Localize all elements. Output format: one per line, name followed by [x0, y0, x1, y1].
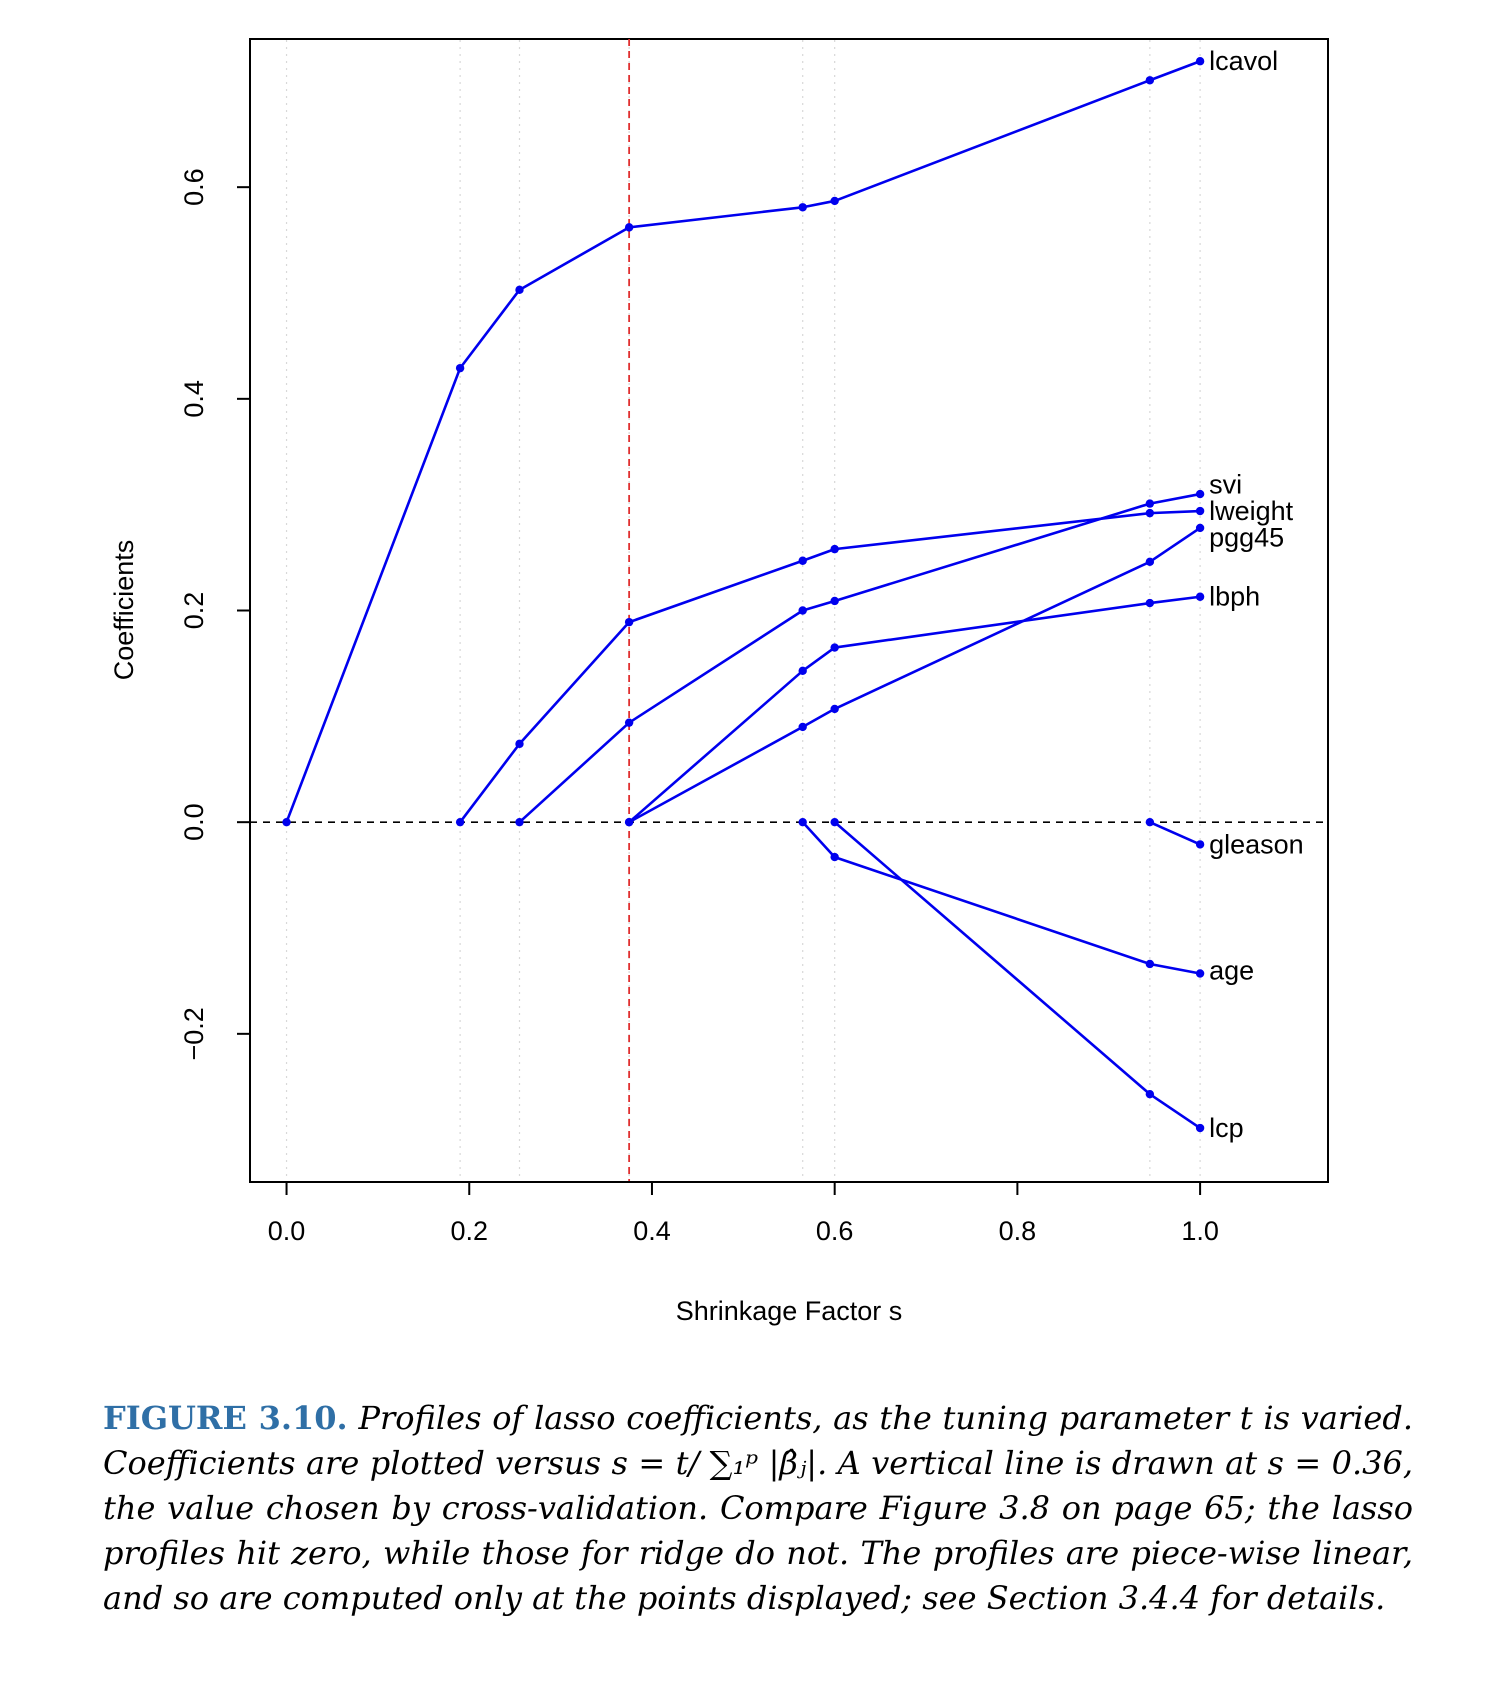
series-label-age: age	[1209, 955, 1254, 985]
series-line-gleason	[1149, 820, 1201, 846]
data-point-svi	[515, 817, 524, 827]
y-axis-title: Coefficients	[109, 540, 139, 681]
series-lines	[282, 57, 1205, 1133]
x-tick-label: 0.2	[450, 1216, 488, 1246]
data-point-lweight	[1195, 506, 1205, 516]
data-point-lcavol	[1195, 57, 1205, 66]
data-point-svi	[624, 718, 634, 727]
series-line-pgg45	[628, 526, 1201, 824]
data-point-pgg45	[1195, 523, 1205, 533]
data-point-gleason	[1145, 817, 1155, 827]
x-tick-label: 0.0	[268, 1216, 306, 1246]
data-point-age	[798, 817, 807, 827]
figure-caption: FIGURE 3.10. Profiles of lasso coefficie…	[103, 1396, 1413, 1621]
series-line-lcavol	[285, 60, 1201, 823]
y-tick-label: 0.2	[179, 592, 209, 630]
series-line-age	[801, 821, 1201, 975]
data-point-lweight	[830, 544, 839, 554]
series-label-pgg45: pgg45	[1209, 522, 1284, 552]
data-point-svi	[1195, 489, 1205, 499]
series-line-lcp	[833, 821, 1201, 1130]
data-point-age	[1195, 969, 1205, 978]
data-point-lbph	[1145, 598, 1155, 608]
plot-frame	[249, 38, 1329, 1183]
series-line-svi	[518, 492, 1201, 824]
series-label-svi: svi	[1209, 470, 1242, 500]
data-point-lcavol	[830, 196, 839, 206]
x-axis-title: Shrinkage Factor s	[676, 1296, 903, 1326]
data-point-lbph	[624, 817, 634, 827]
data-point-age	[1145, 959, 1155, 969]
data-point-lcavol	[798, 203, 807, 212]
data-point-lbph	[1195, 592, 1205, 601]
data-point-svi	[830, 596, 839, 606]
data-point-lcavol	[624, 223, 634, 232]
data-point-lweight	[455, 817, 465, 827]
data-point-lcp	[830, 817, 839, 827]
vertical-gridlines	[285, 40, 1201, 1181]
reference-lines	[250, 39, 1328, 1182]
data-point-lbph	[798, 666, 807, 676]
data-point-lweight	[515, 739, 524, 749]
series-label-lcp: lcp	[1209, 1113, 1244, 1143]
data-point-svi	[798, 606, 807, 615]
data-point-pgg45	[830, 704, 839, 714]
data-point-pgg45	[1145, 557, 1155, 567]
x-tick-label: 0.4	[633, 1216, 671, 1246]
series-label-gleason: gleason	[1209, 829, 1304, 859]
series-label-lbph: lbph	[1209, 582, 1260, 612]
figure-caption-text: Profiles of lasso coefficients, as the t…	[103, 1399, 1414, 1617]
data-point-lweight	[624, 617, 634, 627]
figure-label: FIGURE 3.10.	[103, 1399, 348, 1437]
y-tick-label: 0.0	[179, 803, 209, 841]
data-point-lcavol	[455, 363, 465, 373]
y-tick-label: 0.4	[179, 380, 209, 418]
data-point-lcp	[1145, 1089, 1155, 1099]
series-label-lweight: lweight	[1209, 496, 1294, 526]
data-point-age	[830, 852, 839, 862]
y-tick-label: 0.6	[179, 168, 209, 206]
lasso-coefficient-chart: 0.0 0.2 0.4 0.6 0.8 1.0 −0.2 0.0 0.2 0.4 0.6 lcavo…	[109, 38, 1329, 1326]
x-tick-label: 0.8	[999, 1216, 1037, 1246]
data-point-svi	[1145, 499, 1155, 508]
y-tick-label: −0.2	[179, 1007, 209, 1060]
data-point-lweight	[1145, 508, 1155, 518]
x-tick-label: 1.0	[1181, 1216, 1219, 1246]
data-point-lcavol	[515, 285, 524, 295]
data-point-lbph	[830, 643, 839, 652]
data-point-lweight	[798, 556, 807, 565]
data-point-lcp	[1195, 1123, 1205, 1133]
data-point-pgg45	[798, 722, 807, 732]
x-tick-label: 0.6	[816, 1216, 854, 1246]
data-point-gleason	[1195, 840, 1205, 849]
series-line-lbph	[628, 595, 1201, 824]
data-point-lcavol	[1145, 76, 1155, 85]
data-point-lcavol	[282, 817, 291, 827]
axes: 0.0 0.2 0.4 0.6 0.8 1.0 −0.2 0.0 0.2 0.4 0.6	[179, 168, 1219, 1246]
series-label-lcavol: lcavol	[1209, 46, 1278, 76]
